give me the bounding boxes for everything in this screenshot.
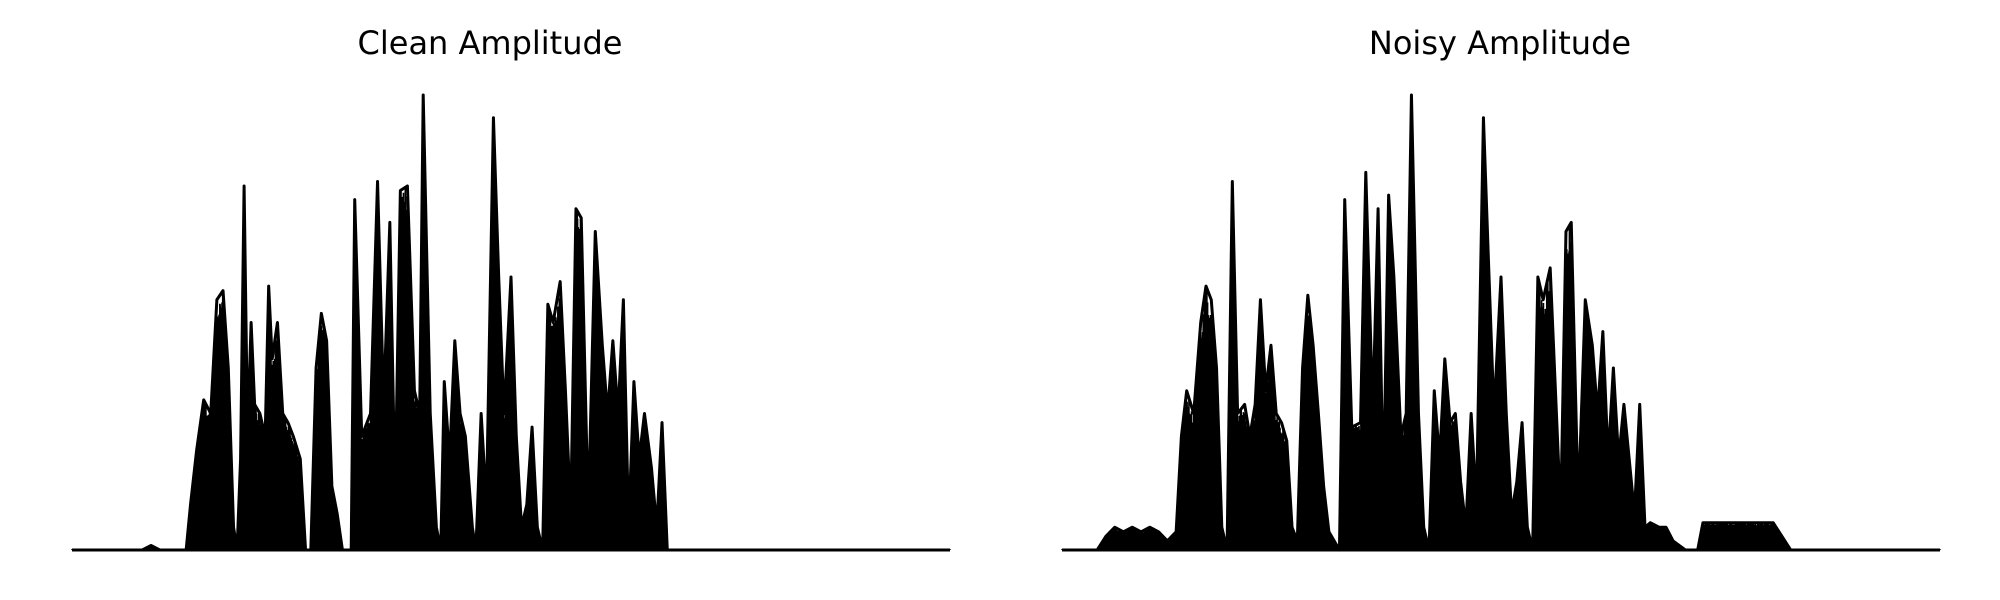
amplitude-waveform-0: [71, 101, 951, 550]
amplitude-waveform-1: [1061, 121, 1941, 550]
amplitude-envelope-1: [1062, 93, 1940, 552]
chart-title: Noisy Amplitude: [1368, 24, 1632, 62]
chart-title: Clean Amplitude: [357, 24, 623, 62]
noisy-amplitude-panel: Noisy Amplitude: [1000, 0, 2000, 600]
clean-amplitude-panel: Clean Amplitude: [357, 24, 623, 62]
amplitude-envelope-0: [72, 93, 950, 552]
